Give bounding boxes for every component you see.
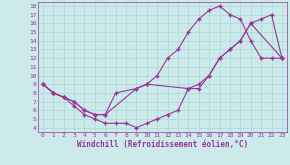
X-axis label: Windchill (Refroidissement éolien,°C): Windchill (Refroidissement éolien,°C) [77, 140, 248, 149]
